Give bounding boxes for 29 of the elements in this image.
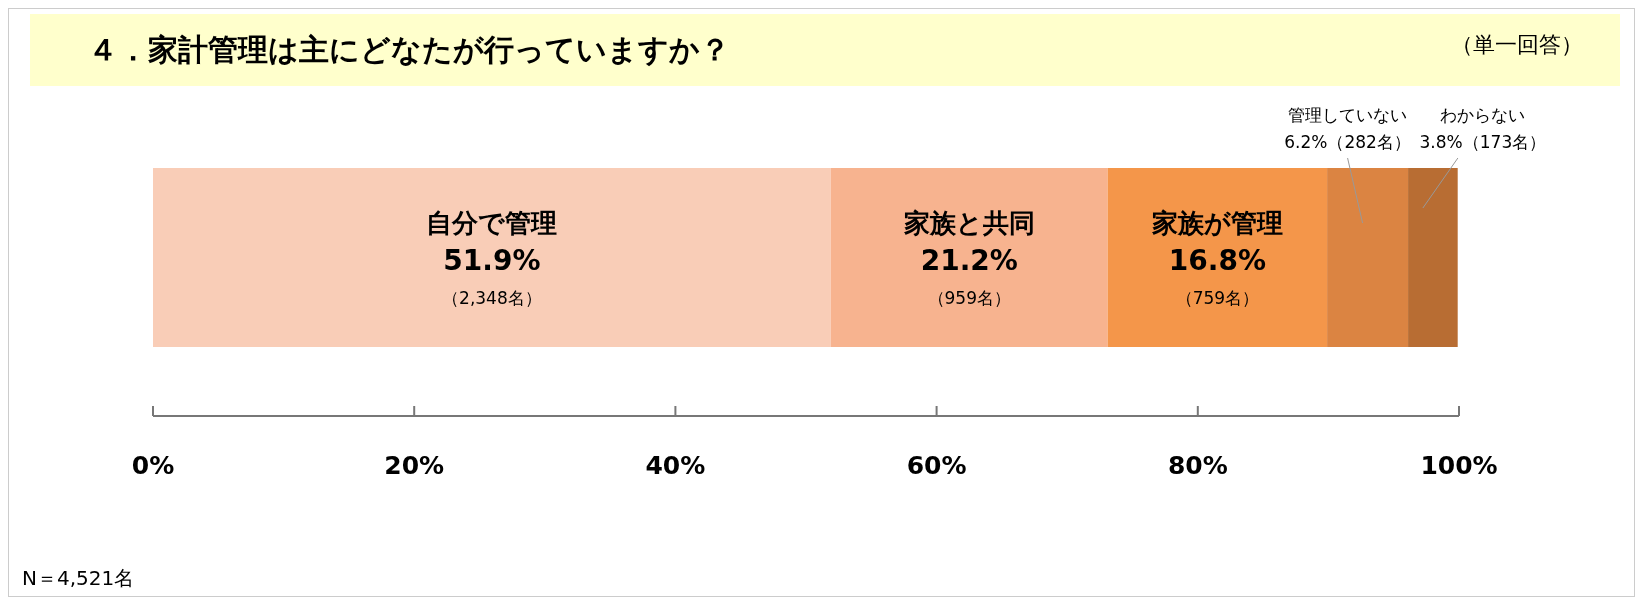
text: （173名） bbox=[1462, 132, 1547, 152]
x-tick-label: 0% bbox=[131, 451, 175, 480]
x-tick-label: 60% bbox=[906, 451, 967, 480]
x-tick-label: 20% bbox=[384, 451, 445, 480]
annotation: （759名） bbox=[1175, 288, 1260, 308]
text: （282名） bbox=[1327, 132, 1411, 152]
data-label: 16.8% bbox=[1168, 244, 1266, 277]
annotation: （2,348名） bbox=[442, 288, 542, 308]
series-label: 家族が管理 bbox=[1150, 208, 1283, 238]
bar bbox=[1408, 168, 1458, 347]
annotation: （959名） bbox=[927, 288, 1011, 308]
data-label: 6.2% bbox=[1284, 132, 1328, 152]
x-tick-label: 80% bbox=[1167, 451, 1228, 480]
text: 管理していない bbox=[1288, 105, 1408, 125]
bar bbox=[1107, 168, 1328, 347]
x-tick-label: 100% bbox=[1420, 451, 1498, 480]
data-label: 3.8% bbox=[1419, 132, 1463, 152]
data-label: 51.9% bbox=[443, 244, 541, 277]
text: （単一回答） bbox=[1451, 32, 1583, 57]
bar bbox=[153, 168, 831, 347]
bar bbox=[1327, 168, 1409, 347]
data-label: 21.2% bbox=[920, 244, 1018, 277]
text: N＝4,521名 bbox=[22, 566, 135, 590]
x-tick-label: 40% bbox=[645, 451, 706, 480]
bar bbox=[830, 168, 1108, 347]
text: わからない bbox=[1440, 105, 1526, 125]
chart-title: ４．家計管理は主にどなたが行っていますか？ bbox=[88, 32, 730, 67]
series-label: 家族と共同 bbox=[902, 208, 1035, 238]
series-label: 自分で管理 bbox=[426, 208, 558, 238]
